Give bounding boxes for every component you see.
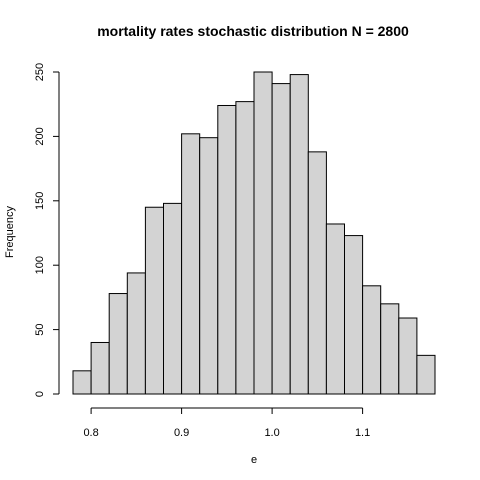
- histogram-bar: [181, 133, 201, 395]
- histogram-bar: [217, 104, 237, 395]
- y-axis-label: Frequency: [4, 206, 16, 258]
- x-tick-label: 1.0: [264, 427, 279, 439]
- histogram-bar: [144, 206, 164, 395]
- y-axis: 0 50 100 150 200 250: [34, 63, 60, 397]
- histogram-bar: [416, 354, 436, 395]
- histogram-bar: [325, 223, 345, 395]
- x-tick-label: 0.8: [83, 427, 98, 439]
- histogram-bar: [398, 317, 418, 395]
- y-tick-label: 250: [34, 63, 46, 81]
- histogram-bar: [90, 341, 110, 395]
- x-tick-label: 1.1: [355, 427, 370, 439]
- bars-group: [72, 71, 436, 395]
- histogram-bar: [380, 303, 400, 395]
- y-tick-label: 0: [34, 391, 46, 397]
- x-axis-label: e: [251, 454, 257, 466]
- histogram-bar: [362, 285, 382, 395]
- y-tick-label: 50: [34, 323, 46, 335]
- chart-title: mortality rates stochastic distribution …: [97, 23, 409, 39]
- histogram-bar: [72, 370, 92, 395]
- x-tick-label: 0.9: [174, 427, 189, 439]
- y-tick-label: 100: [34, 256, 46, 274]
- histogram-bar: [344, 235, 364, 395]
- histogram-bar: [163, 202, 183, 395]
- histogram-bar: [289, 74, 309, 395]
- histogram-bar: [253, 71, 273, 395]
- y-tick-label: 150: [34, 192, 46, 210]
- histogram-bar: [235, 101, 255, 395]
- x-axis: 0.8 0.9 1.0 1.1: [83, 407, 370, 439]
- histogram-bar: [126, 272, 146, 395]
- histogram-bar: [108, 293, 128, 395]
- histogram-bar: [271, 83, 291, 395]
- histogram-bar: [199, 137, 219, 395]
- y-tick-label: 200: [34, 127, 46, 145]
- histogram-bar: [307, 151, 327, 395]
